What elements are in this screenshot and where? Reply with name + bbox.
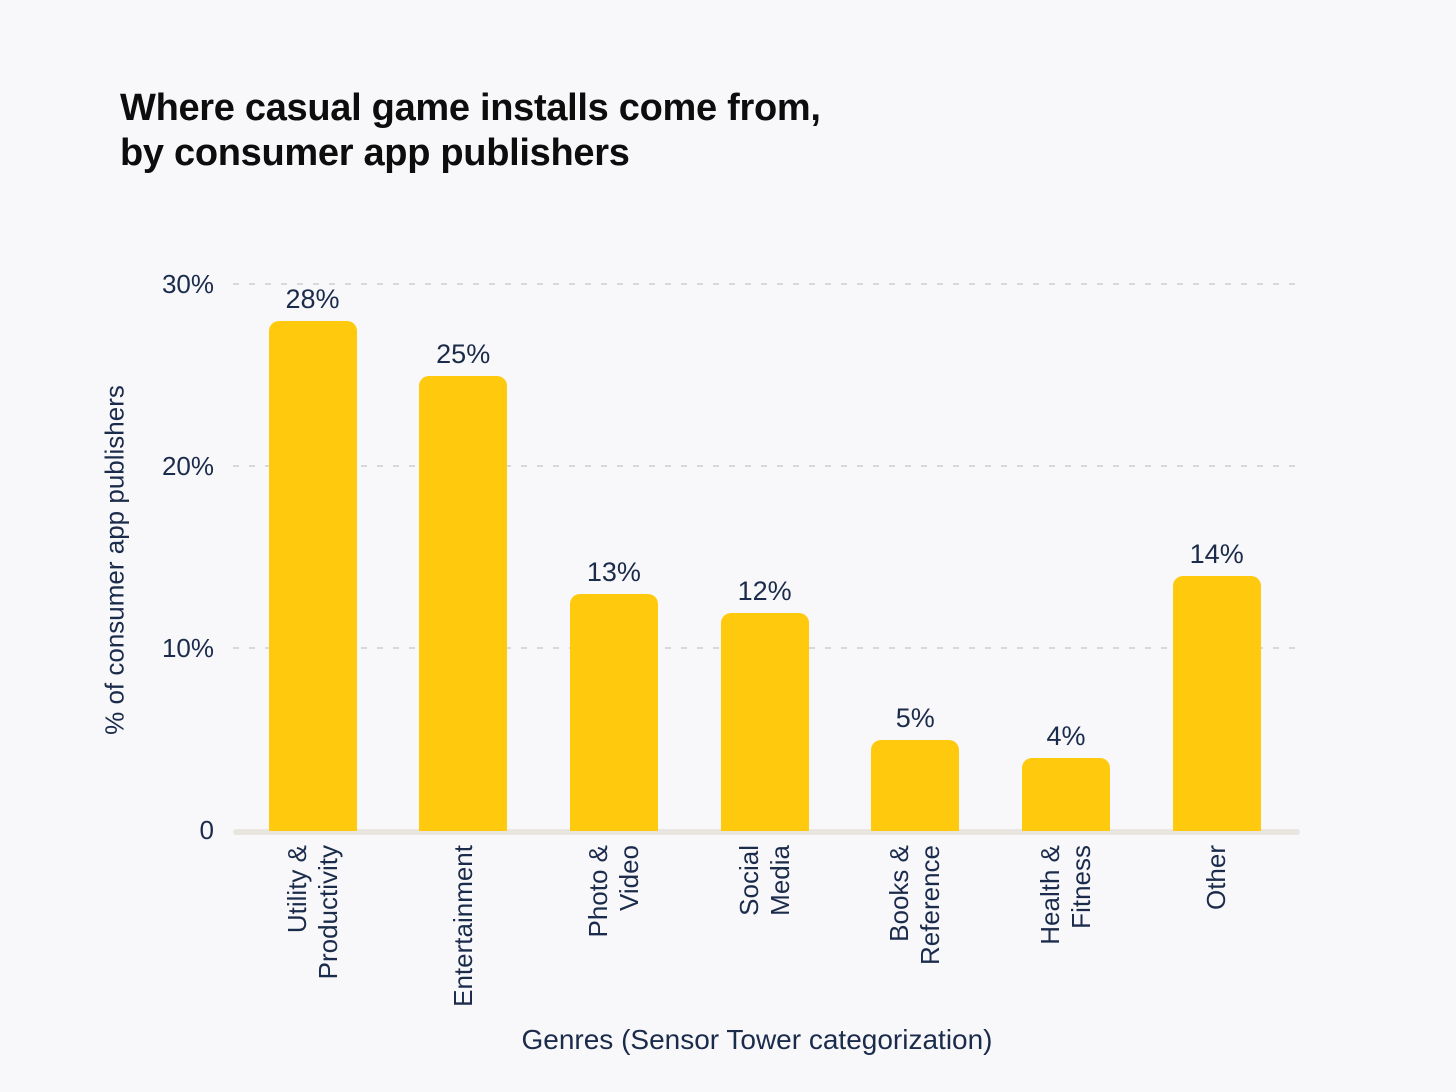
chart-title: Where casual game installs come from, by… xyxy=(120,87,821,174)
bar-value-label: 14% xyxy=(1189,539,1244,569)
bar-value-label: 25% xyxy=(436,339,491,369)
bar-value-label: 5% xyxy=(895,703,935,733)
y-tick-label: 0 xyxy=(199,815,214,845)
category-label: Other xyxy=(1201,845,1232,911)
x-axis-line xyxy=(233,829,1300,835)
bar-value-label: 13% xyxy=(586,557,641,587)
x-axis-title: Genres (Sensor Tower categorization) xyxy=(521,1024,993,1055)
y-gridline xyxy=(233,465,1300,467)
bar-value-label: 28% xyxy=(285,284,340,314)
bar-value-label: 12% xyxy=(737,576,792,606)
bar xyxy=(419,376,508,831)
bar xyxy=(268,321,357,831)
y-tick-label: 30% xyxy=(161,269,214,299)
bar xyxy=(1172,576,1261,831)
bar xyxy=(871,740,960,831)
bar xyxy=(720,613,809,831)
bar xyxy=(1022,758,1110,831)
y-tick-label: 10% xyxy=(161,633,214,663)
category-label: Utility & Productivity xyxy=(281,845,343,980)
bar-value-label: 4% xyxy=(1046,721,1086,751)
y-axis-title: % of consumer app publishers xyxy=(99,385,130,735)
y-tick-label: 20% xyxy=(161,451,214,481)
bar xyxy=(569,594,658,831)
y-gridline xyxy=(233,283,1300,285)
